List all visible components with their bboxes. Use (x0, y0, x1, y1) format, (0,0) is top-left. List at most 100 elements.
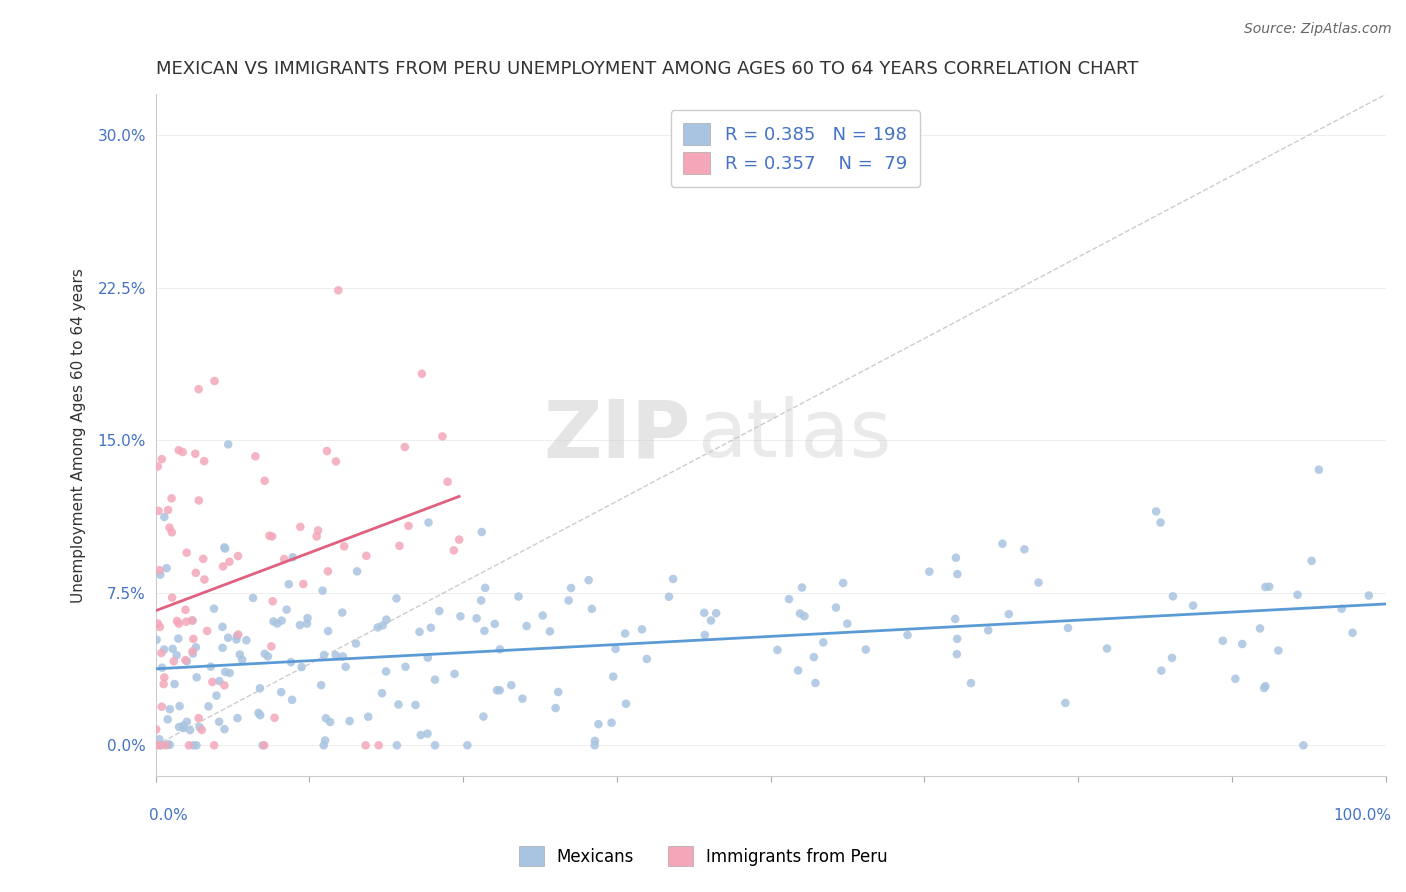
Point (778, 592, 800, 607)
Point (385, 591, 408, 606)
Point (367, 739, 389, 753)
Point (162, 641, 184, 656)
Point (547, 685, 569, 699)
Point (333, 539, 356, 553)
Point (262, 594, 284, 608)
Point (176, 714, 198, 729)
Point (197, 699, 219, 714)
Point (186, 670, 208, 684)
Point (260, 640, 283, 654)
Point (394, 440, 416, 454)
Point (273, 552, 295, 566)
Point (245, 450, 267, 464)
Point (208, 674, 231, 689)
Point (896, 628, 918, 642)
Point (181, 614, 204, 628)
Point (605, 641, 627, 656)
Point (385, 739, 408, 753)
Point (292, 577, 315, 591)
Point (658, 590, 681, 604)
Point (1095, 641, 1118, 656)
Point (290, 660, 312, 674)
Point (183, 632, 205, 646)
Point (186, 739, 208, 753)
Point (501, 678, 523, 692)
Point (187, 711, 209, 725)
Point (484, 616, 506, 631)
Point (700, 614, 723, 628)
Point (1014, 542, 1036, 557)
Point (1161, 590, 1184, 604)
Point (636, 652, 658, 666)
Point (1232, 637, 1254, 651)
Point (416, 727, 439, 741)
Point (153, 510, 176, 524)
Point (388, 539, 411, 553)
Point (187, 382, 209, 396)
Point (211, 620, 233, 634)
Point (465, 611, 488, 625)
Y-axis label: Unemployment Among Ages 60 to 64 years: Unemployment Among Ages 60 to 64 years (72, 268, 86, 603)
Point (662, 572, 685, 586)
Point (149, 620, 172, 634)
Point (766, 643, 789, 657)
Point (804, 676, 827, 690)
Point (155, 739, 177, 753)
Point (259, 529, 281, 543)
Point (146, 616, 169, 631)
Point (277, 577, 299, 591)
Point (1286, 588, 1309, 602)
Point (427, 604, 450, 618)
Point (1182, 599, 1205, 613)
Point (531, 608, 554, 623)
Point (409, 728, 432, 742)
Point (314, 733, 336, 747)
Point (176, 546, 198, 560)
Point (997, 607, 1019, 622)
Point (249, 681, 271, 696)
Point (200, 659, 222, 673)
Point (249, 708, 271, 723)
Point (977, 624, 1000, 638)
Point (394, 659, 416, 673)
Point (449, 609, 471, 624)
Point (789, 607, 811, 621)
Point (214, 541, 236, 555)
Text: atlas: atlas (697, 396, 891, 475)
Point (229, 648, 252, 662)
Point (281, 693, 304, 707)
Point (179, 723, 201, 737)
Point (583, 739, 606, 753)
Point (145, 739, 167, 753)
Legend: R = 0.385   N = 198, R = 0.357    N =  79: R = 0.385 N = 198, R = 0.357 N = 79 (671, 111, 920, 186)
Point (832, 576, 855, 591)
Point (214, 678, 236, 692)
Point (315, 711, 337, 725)
Point (181, 614, 204, 628)
Point (508, 590, 530, 604)
Point (166, 614, 188, 628)
Point (150, 661, 173, 675)
Point (225, 632, 247, 647)
Point (330, 606, 353, 620)
Point (512, 691, 534, 706)
Point (153, 670, 176, 684)
Point (263, 615, 285, 629)
Point (270, 685, 292, 699)
Point (456, 739, 478, 753)
Point (184, 566, 207, 580)
Point (614, 697, 637, 711)
Point (405, 698, 427, 712)
Point (148, 732, 170, 747)
Point (167, 443, 190, 458)
Point (1267, 643, 1289, 657)
Point (176, 654, 198, 668)
Point (316, 565, 339, 579)
Point (581, 602, 603, 616)
Point (583, 734, 606, 748)
Point (1249, 622, 1271, 636)
Point (156, 738, 179, 752)
Point (1301, 554, 1323, 568)
Point (226, 627, 249, 641)
Point (290, 520, 312, 534)
